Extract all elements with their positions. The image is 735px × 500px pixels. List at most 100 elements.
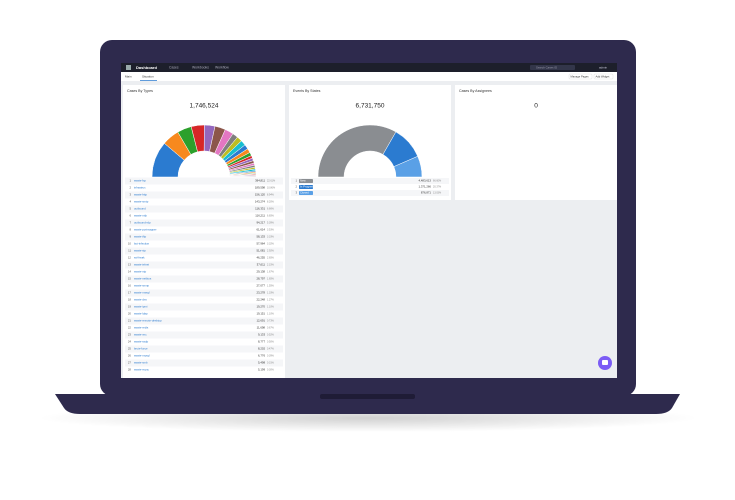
row-name[interactable]: waste-ntp	[134, 270, 147, 274]
row-name[interactable]: waste-vnc	[134, 333, 147, 337]
nav-item[interactable]: Workbooks	[192, 66, 209, 70]
row-name[interactable]: waste-ldap	[134, 312, 148, 316]
row-percent: 22.61%	[267, 180, 276, 183]
row-rank: 19	[128, 305, 132, 309]
row-percent: 66.60%	[433, 180, 442, 183]
row-name[interactable]: New	[300, 179, 307, 183]
row-percent: 3.32%	[267, 243, 275, 246]
row-name[interactable]: waste-mysql	[134, 354, 150, 358]
row-value: 19,270	[256, 305, 265, 309]
row-name[interactable]: waste-smb	[134, 361, 148, 365]
row-percent: 20.37%	[433, 186, 442, 189]
row-percent: 0.50%	[267, 341, 275, 344]
row-rank: 20	[128, 312, 132, 316]
row-value: 37,611	[257, 263, 266, 267]
row-percent: 0.67%	[267, 327, 275, 330]
user-menu[interactable]: admin	[599, 65, 608, 69]
row-rank: 17	[128, 291, 132, 295]
button-label[interactable]: Manage Pages	[571, 74, 590, 78]
row-name[interactable]: outbound-rdp	[134, 221, 151, 225]
row-name[interactable]: outbound	[134, 207, 146, 211]
row-name[interactable]: waste-netbios	[134, 277, 152, 281]
row-name[interactable]: waste-mssql	[134, 291, 150, 295]
tab[interactable]: Situation	[142, 74, 154, 78]
row-name[interactable]: waste-sip	[134, 249, 146, 253]
button-label[interactable]: Add Widget	[596, 74, 610, 78]
logo	[126, 65, 131, 70]
row-value: 12,691	[256, 319, 265, 323]
nav-title[interactable]: Dashboard	[136, 65, 157, 70]
row-rank: 28	[128, 368, 132, 372]
row-name[interactable]: waste-tftp	[134, 235, 147, 239]
row-name[interactable]: waste-dns	[134, 298, 147, 302]
row-percent: 10.86%	[267, 187, 276, 190]
tab-bar	[121, 72, 617, 81]
row-name[interactable]: Closed	[300, 191, 309, 195]
row-percent: 8.94%	[267, 194, 275, 197]
row-value: 189,598	[255, 186, 266, 190]
nav-item[interactable]: Cases	[169, 66, 179, 70]
nav-item[interactable]: Workflow	[215, 66, 229, 70]
widget-total: 1,746,524	[190, 103, 219, 110]
row-value: 58,133	[256, 235, 265, 239]
row-name[interactable]: waste-telnet	[134, 263, 149, 267]
search-placeholder[interactable]: Search Cases ID	[536, 65, 557, 69]
row-percent: 2.92%	[267, 250, 275, 253]
tab[interactable]: Main	[125, 74, 132, 78]
row-rank: 12	[128, 256, 132, 260]
row-name[interactable]: ssl-freak	[134, 256, 145, 260]
row-value: 5,199	[258, 368, 265, 372]
row-name[interactable]: waste-redis	[134, 326, 149, 330]
row-value: 94,217	[256, 221, 265, 225]
widget-total: 6,731,750	[356, 103, 385, 110]
row-name[interactable]: waste-fxp	[134, 179, 146, 183]
row-percent: 3.53%	[267, 229, 275, 232]
row-rank: 10	[128, 242, 132, 246]
row-value: 27,077	[256, 284, 265, 288]
row-rank: 14	[128, 270, 132, 274]
row-value: 116,211	[255, 214, 265, 218]
row-percent: 2.15%	[267, 264, 275, 267]
row-rank: 24	[128, 340, 132, 344]
row-rank: 11	[128, 249, 131, 253]
row-name[interactable]: waste-rsync	[134, 368, 150, 372]
row-percent: 1.33%	[267, 292, 275, 295]
row-rank: 21	[128, 319, 132, 323]
row-rank: 22	[128, 326, 132, 330]
row-value: 46,255	[256, 256, 265, 260]
row-value: 143,274	[255, 200, 266, 204]
row-percent: 13.03%	[433, 192, 442, 195]
row-rank: 26	[128, 354, 132, 358]
row-name[interactable]: brute-force	[134, 347, 148, 351]
row-value: 29,138	[256, 270, 265, 274]
row-name[interactable]: waste-snmp	[134, 284, 150, 288]
row-percent: 8.20%	[267, 201, 275, 204]
row-value: 8,202	[258, 347, 265, 351]
row-percent: 0.47%	[267, 348, 275, 351]
row-name[interactable]: waste-ipmi	[134, 305, 148, 309]
row-percent: 2.65%	[267, 257, 275, 260]
row-rank: 23	[128, 333, 132, 337]
row-value: 156,120	[255, 193, 266, 197]
row-name[interactable]: waste-smtp	[134, 200, 149, 204]
row-percent: 1.67%	[267, 271, 275, 274]
row-value: 5,498	[258, 361, 265, 365]
row-name[interactable]: waste-mfp	[134, 214, 147, 218]
row-percent: 0.30%	[267, 369, 275, 372]
row-percent: 1.27%	[267, 299, 275, 302]
row-name[interactable]: waste-portmapper	[134, 228, 157, 232]
row-name[interactable]: In Progress	[300, 185, 315, 189]
row-value: 8,777	[258, 340, 265, 344]
row-value: 28,797	[256, 277, 265, 281]
row-name[interactable]: bot-infection	[134, 242, 150, 246]
row-name[interactable]: waste-ssdp	[134, 340, 149, 344]
row-value: 51,081	[256, 249, 265, 253]
row-percent: 3.33%	[267, 236, 275, 239]
row-name[interactable]: waste-remote-desktop	[134, 319, 162, 323]
row-name[interactable]: waste-http	[134, 193, 147, 197]
row-name[interactable]: infrastrux	[134, 186, 146, 190]
row-value: 1,371,266	[419, 185, 432, 189]
row-value: 11,698	[257, 326, 266, 330]
